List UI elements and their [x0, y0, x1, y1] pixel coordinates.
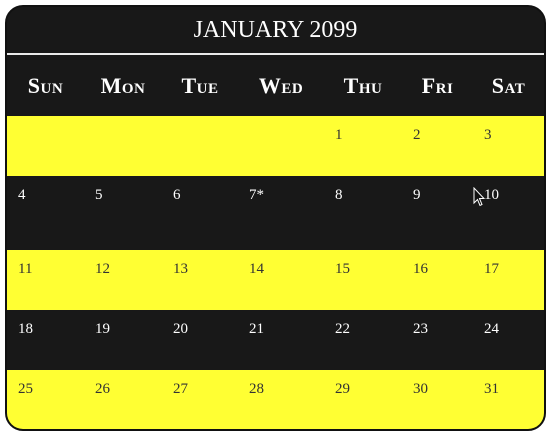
week-row: 18 19 20 21 22 23 24 — [7, 310, 544, 370]
title-divider — [7, 53, 544, 55]
weekday-tue: Tue — [181, 72, 219, 98]
week-row: 4 5 6 7* 8 9 10 — [7, 176, 544, 250]
day-cell[interactable]: 18 — [18, 321, 33, 337]
day-cell[interactable]: 23 — [413, 321, 428, 337]
weekday-thu: Thu — [343, 72, 383, 98]
day-cell[interactable]: 25 — [18, 381, 33, 397]
day-cell[interactable]: 17 — [484, 261, 499, 277]
week-row: 11 12 13 14 15 16 17 — [7, 250, 544, 310]
day-cell[interactable]: 12 — [95, 261, 110, 277]
weekday-sun: Sun — [27, 72, 64, 98]
day-cell[interactable]: 2 — [413, 127, 421, 143]
empty-day-cell — [238, 116, 324, 176]
day-cell[interactable]: 20 — [173, 321, 188, 337]
weekday-fri: Fri — [421, 72, 454, 98]
day-cell[interactable]: 31 — [484, 381, 499, 397]
day-cell[interactable]: 10 — [484, 187, 499, 203]
day-cell[interactable]: 11 — [18, 261, 33, 277]
empty-day-cell — [7, 116, 84, 176]
day-cell[interactable]: 14 — [249, 261, 264, 277]
weekday-wed: Wed — [258, 72, 304, 98]
day-cell[interactable]: 30 — [413, 381, 428, 397]
day-cell[interactable]: 28 — [249, 381, 264, 397]
day-cell[interactable]: 19 — [95, 321, 110, 337]
day-cell[interactable]: 5 — [95, 187, 103, 203]
day-cell[interactable]: 9 — [413, 187, 421, 203]
day-cell[interactable]: 29 — [335, 381, 350, 397]
day-cell[interactable]: 7* — [249, 187, 264, 203]
day-cell[interactable]: 4 — [18, 187, 26, 203]
weekday-mon: Mon — [100, 72, 146, 98]
day-cell[interactable]: 24 — [484, 321, 499, 337]
empty-day-cell — [162, 116, 238, 176]
calendar-title: JANUARY 2099 — [193, 17, 358, 43]
day-cell[interactable]: 16 — [413, 261, 428, 277]
day-cell[interactable]: 1 — [335, 127, 343, 143]
week-row: 25 26 27 28 29 30 31 — [7, 370, 544, 429]
day-cell[interactable]: 13 — [173, 261, 188, 277]
day-cell[interactable]: 26 — [95, 381, 110, 397]
calendar-grid: 1 2 3 4 5 6 7* 8 9 10 11 12 13 14 15 16 17 18 19 20 21 22 23 24… — [7, 116, 544, 429]
day-cell[interactable]: 27 — [173, 381, 188, 397]
day-cell[interactable]: 8 — [335, 187, 343, 203]
week-row: 1 2 3 — [7, 116, 544, 176]
day-cell[interactable]: 21 — [249, 321, 264, 337]
weekday-header-row: Sun Mon Tue Wed Thu Fri Sat — [7, 55, 544, 116]
calendar: JANUARY 2099 Sun Mon Tue Wed Thu Fri Sat… — [5, 5, 546, 431]
day-cell[interactable]: 22 — [335, 321, 350, 337]
day-cell[interactable]: 3 — [484, 127, 492, 143]
mouse-pointer-icon — [473, 187, 485, 207]
day-cell[interactable]: 15 — [335, 261, 350, 277]
day-cell[interactable]: 6 — [173, 187, 181, 203]
weekday-sat: Sat — [491, 72, 526, 98]
empty-day-cell — [84, 116, 162, 176]
